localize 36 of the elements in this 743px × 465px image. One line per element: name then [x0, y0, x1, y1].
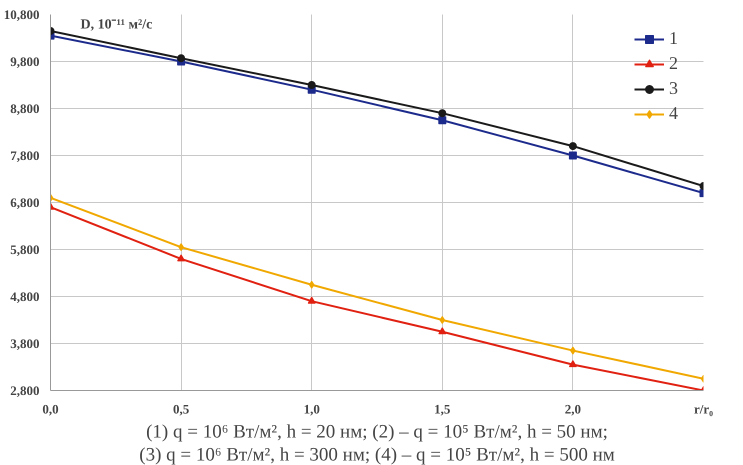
legend-label: 3: [669, 78, 679, 99]
point: [177, 254, 186, 262]
text: (1) q = 10⁶ Вт/м², h = 20 нм; (2) – q = 10⁵ Вт/м², h = 50 нм;: [146, 422, 608, 442]
y-tick-label: 8,800: [10, 101, 40, 116]
point: [568, 152, 577, 160]
x-tick-label: 2,0: [564, 402, 582, 416]
x-tick-label: 0,5: [172, 402, 190, 416]
legend-label: 1: [669, 28, 679, 49]
point: [568, 360, 577, 368]
point: [308, 280, 315, 289]
y-tick-label: 10,800: [4, 7, 40, 22]
legend-label: 4: [669, 103, 679, 124]
y-tick-label: 4,800: [10, 289, 40, 304]
y-tick-label: 2,800: [10, 383, 40, 398]
y-tick-label: 6,800: [10, 195, 40, 210]
point: [308, 81, 316, 89]
x-tick-label: 1,0: [304, 402, 320, 416]
point: [568, 142, 577, 150]
y-tick-label: 5,800: [10, 242, 40, 257]
point: [438, 327, 446, 334]
point: [570, 346, 576, 355]
y-tick-label: 3,800: [10, 336, 40, 351]
x-tick-label: r/r₀: [694, 402, 714, 416]
y-tick-label: 9,800: [10, 54, 40, 69]
x-tick-label: 1,5: [434, 402, 451, 416]
legend-label: 2: [669, 53, 679, 74]
point: [439, 316, 446, 324]
point: [177, 54, 186, 62]
y-tick-label: 7,800: [10, 148, 40, 163]
point: [308, 296, 316, 304]
text: (3) q = 10⁶ Вт/м², h = 300 нм; (4) – q = 10⁵ Вт/м², h = 500 нм: [139, 444, 615, 465]
x-tick-label: 0,0: [42, 402, 59, 416]
y-axis-title: D, 10⁻¹¹ м²/с: [80, 18, 152, 32]
point: [178, 243, 184, 252]
point: [438, 109, 446, 118]
point: [438, 116, 446, 124]
